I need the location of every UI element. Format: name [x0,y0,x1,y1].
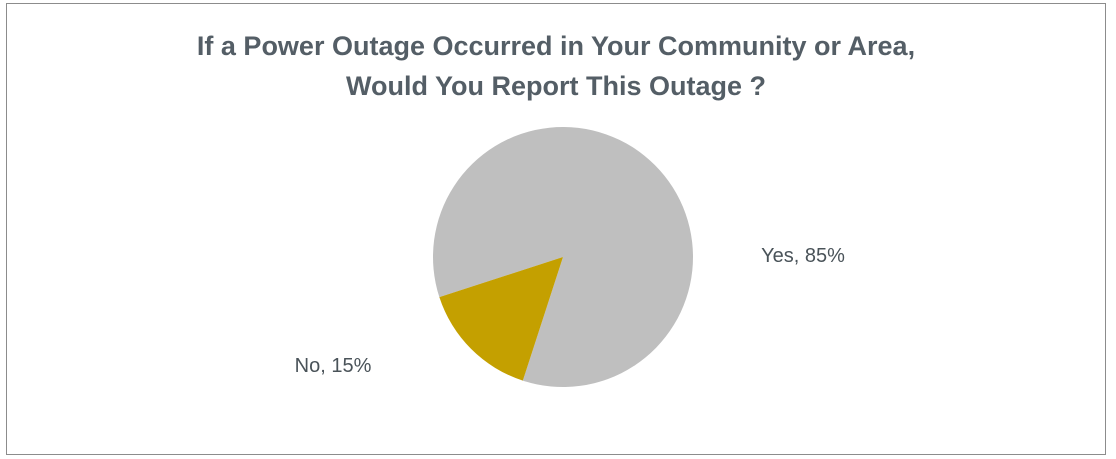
pie-slice-no [439,257,563,381]
pie-slices [432,127,693,388]
data-label-no: No, 15% [295,355,372,377]
data-label-yes: Yes, 85% [761,245,845,267]
chart-title: If a Power Outage Occurred in Your Commu… [7,26,1105,106]
chart-title-line-2: Would You Report This Outage ? [346,71,766,101]
pie-data-labels: Yes, 85% No, 15% [295,245,845,377]
pie-slice-yes [432,127,693,388]
chart-title-line-1: If a Power Outage Occurred in Your Commu… [196,31,916,61]
